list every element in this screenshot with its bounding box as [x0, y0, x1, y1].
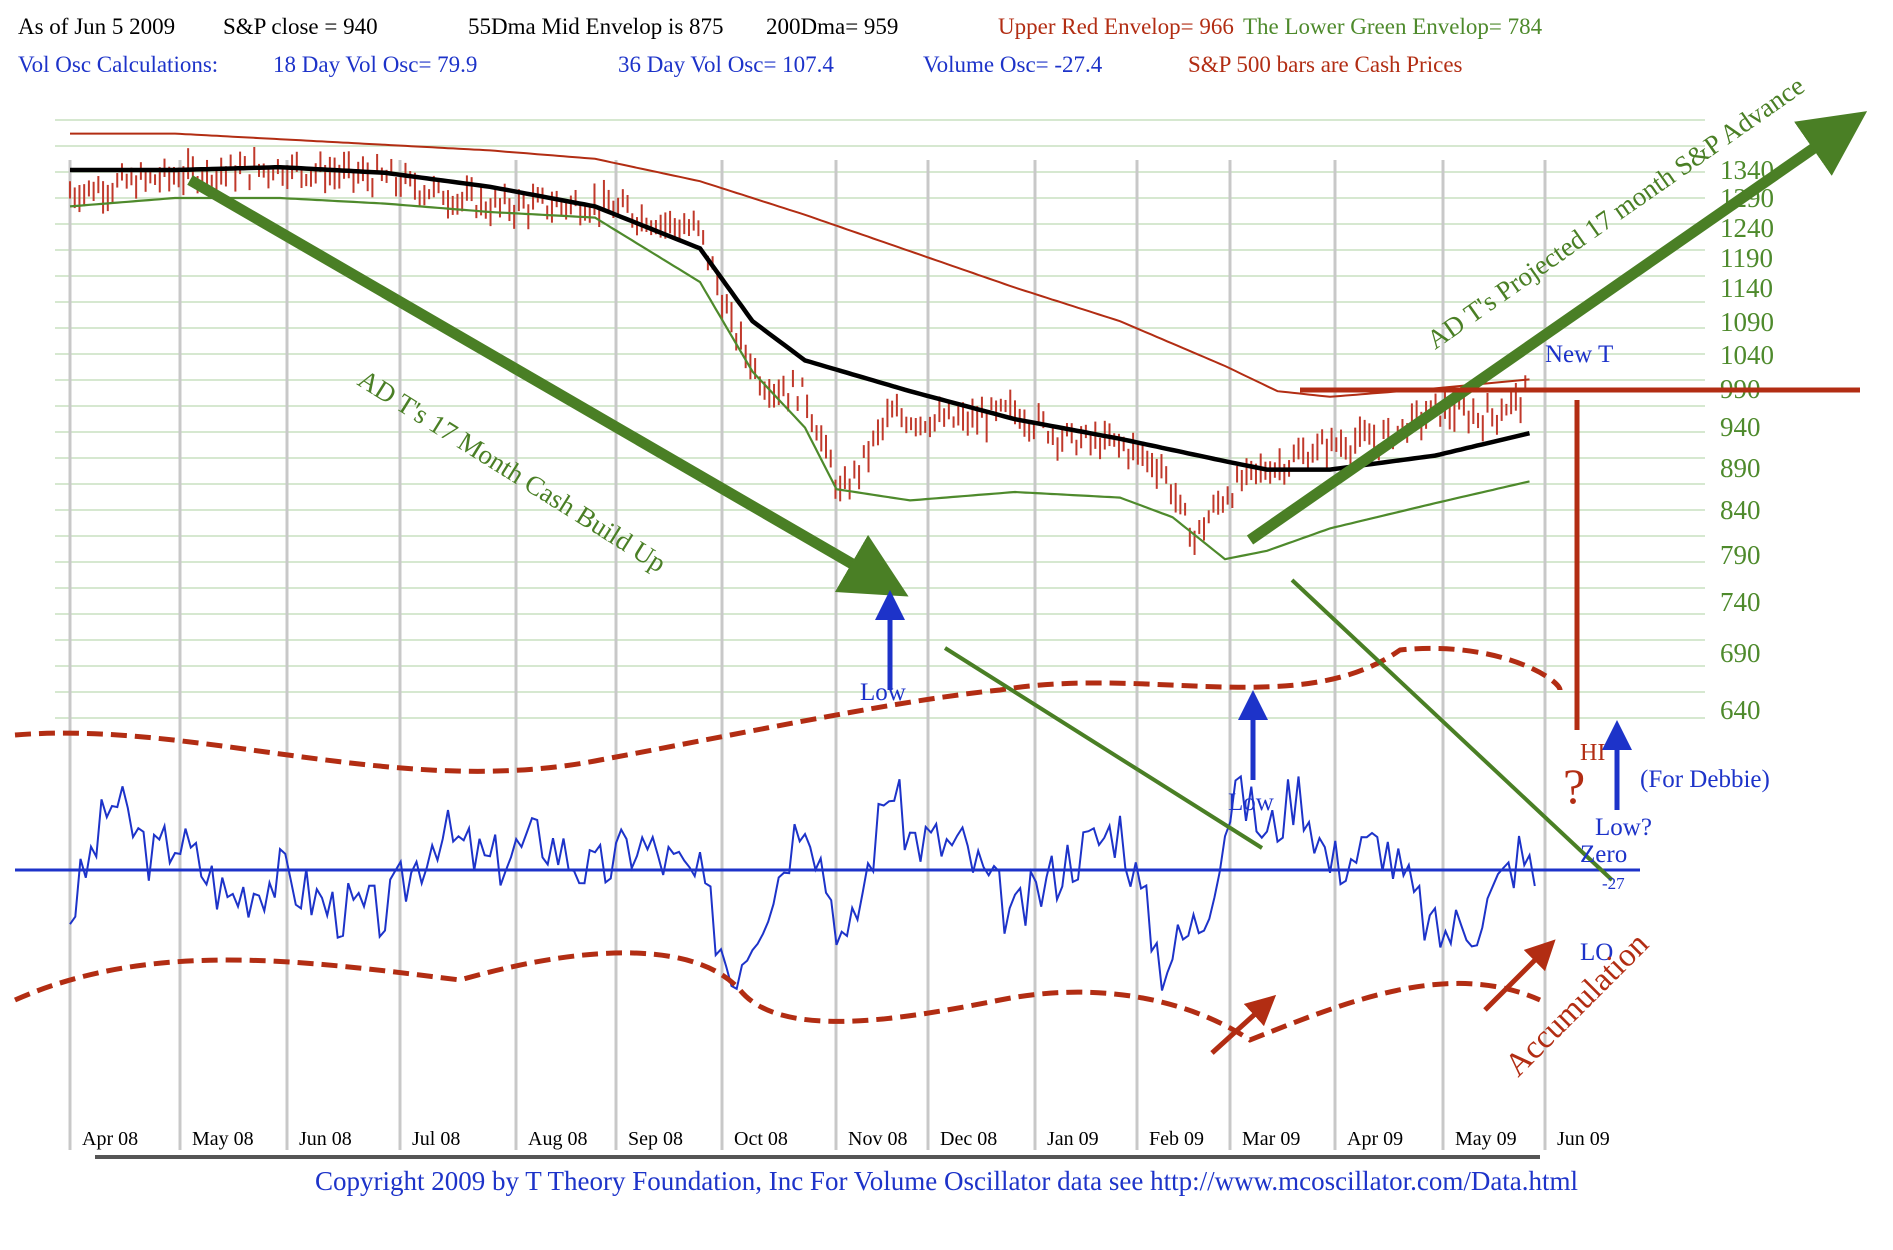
tick-label: 890: [1720, 453, 1761, 483]
tick-label: 1190: [1720, 243, 1773, 273]
osc-trendline-2: [1290, 578, 1614, 882]
question-mark: ?: [1563, 758, 1585, 814]
tick-label: 1240: [1720, 213, 1774, 243]
month-label: May 09: [1455, 1128, 1517, 1150]
month-label: Dec 08: [940, 1128, 997, 1150]
month-label: Nov 08: [848, 1128, 907, 1150]
low-label-1: Low: [860, 679, 906, 706]
accumulation-label: Accumulation: [1498, 926, 1656, 1084]
header-item: 200Dma= 959: [766, 14, 899, 39]
header-line-1: As of Jun 5 2009 S&P close = 940 55Dma Mid…: [18, 14, 1888, 44]
month-label: Feb 09: [1149, 1128, 1204, 1150]
lower-green-envelope: [69, 196, 1530, 561]
header-item: Upper Red Envelop= 966: [998, 14, 1234, 39]
header-item: S&P 500 bars are Cash Prices: [1188, 52, 1463, 77]
header-item: 18 Day Vol Osc= 79.9: [273, 52, 478, 77]
accumulation-arrow-1: [1210, 994, 1277, 1055]
tick-label: 940: [1720, 412, 1761, 442]
header-item: Vol Osc Calculations:: [18, 52, 219, 77]
osc-trendline-1: [943, 646, 1264, 850]
oscillator-panel: [13, 646, 1640, 1043]
header-item: The Lower Green Envelop= 784: [1243, 14, 1543, 39]
header-item: As of Jun 5 2009: [18, 14, 176, 39]
accumulation-arrow-2: [1483, 939, 1556, 1012]
month-label: Apr 09: [1347, 1128, 1403, 1150]
header-line-2: Vol Osc Calculations: 18 Day Vol Osc= 79.…: [18, 52, 1888, 82]
down-trend-arrow: [187, 175, 909, 597]
tick-label: 1090: [1720, 307, 1774, 337]
price-gridlines: [55, 119, 1705, 719]
tick-label: 640: [1720, 695, 1761, 725]
price-tick-labels: 1340129012401190114010901040990940890840…: [1720, 155, 1774, 725]
osc-value-label: -27: [1602, 874, 1625, 893]
month-label: Jun 08: [299, 1128, 352, 1150]
new-t-label: New T: [1545, 341, 1613, 368]
tick-label: 1140: [1720, 273, 1773, 303]
month-label: Aug 08: [528, 1128, 587, 1150]
zero-label: Zero: [1580, 841, 1627, 868]
tick-label: 790: [1720, 540, 1761, 570]
upper-red-envelope: [70, 132, 1530, 398]
month-label: Oct 08: [734, 1128, 788, 1150]
osc-upper-band: [14, 646, 1563, 774]
price-lines: [69, 132, 1531, 561]
month-labels: Apr 08 May 08 Jun 08 Jul 08 Aug 08 Sep 08 Oct …: [82, 1128, 1610, 1150]
header-item: Volume Osc= -27.4: [923, 52, 1103, 77]
tick-label: 690: [1720, 638, 1761, 668]
up-trend-arrow: [1246, 111, 1868, 545]
price-bars: [69, 146, 1527, 555]
osc-lower-band: [13, 950, 1542, 1043]
tick-label: 740: [1720, 587, 1761, 617]
month-label: Apr 08: [82, 1128, 138, 1150]
month-label: Mar 09: [1242, 1128, 1300, 1150]
for-debbie-label: (For Debbie): [1640, 766, 1770, 793]
tick-label: 840: [1720, 495, 1761, 525]
lo-label: LO: [1580, 939, 1613, 966]
month-label: Jul 08: [412, 1128, 460, 1150]
copyright-footer: Copyright 2009 by T Theory Foundation, I…: [314, 1166, 1579, 1196]
header-item: S&P close = 940: [223, 14, 378, 39]
month-label: May 08: [192, 1128, 254, 1150]
month-label: Jun 09: [1557, 1128, 1610, 1150]
header-item: 36 Day Vol Osc= 107.4: [618, 52, 834, 77]
hi-label: HI: [1580, 740, 1605, 766]
month-label: Jan 09: [1047, 1128, 1099, 1150]
header-item: 55Dma Mid Envelop is 875: [468, 14, 724, 39]
month-gridlines: [68, 160, 1547, 1159]
month-label: Sep 08: [628, 1128, 683, 1150]
tick-label: 1040: [1720, 340, 1774, 370]
volume-oscillator-line: [69, 774, 1536, 991]
low-label-2: Low: [1228, 789, 1274, 816]
low-q-label: Low?: [1595, 814, 1652, 841]
mid-envelope-55dma: [70, 164, 1531, 472]
